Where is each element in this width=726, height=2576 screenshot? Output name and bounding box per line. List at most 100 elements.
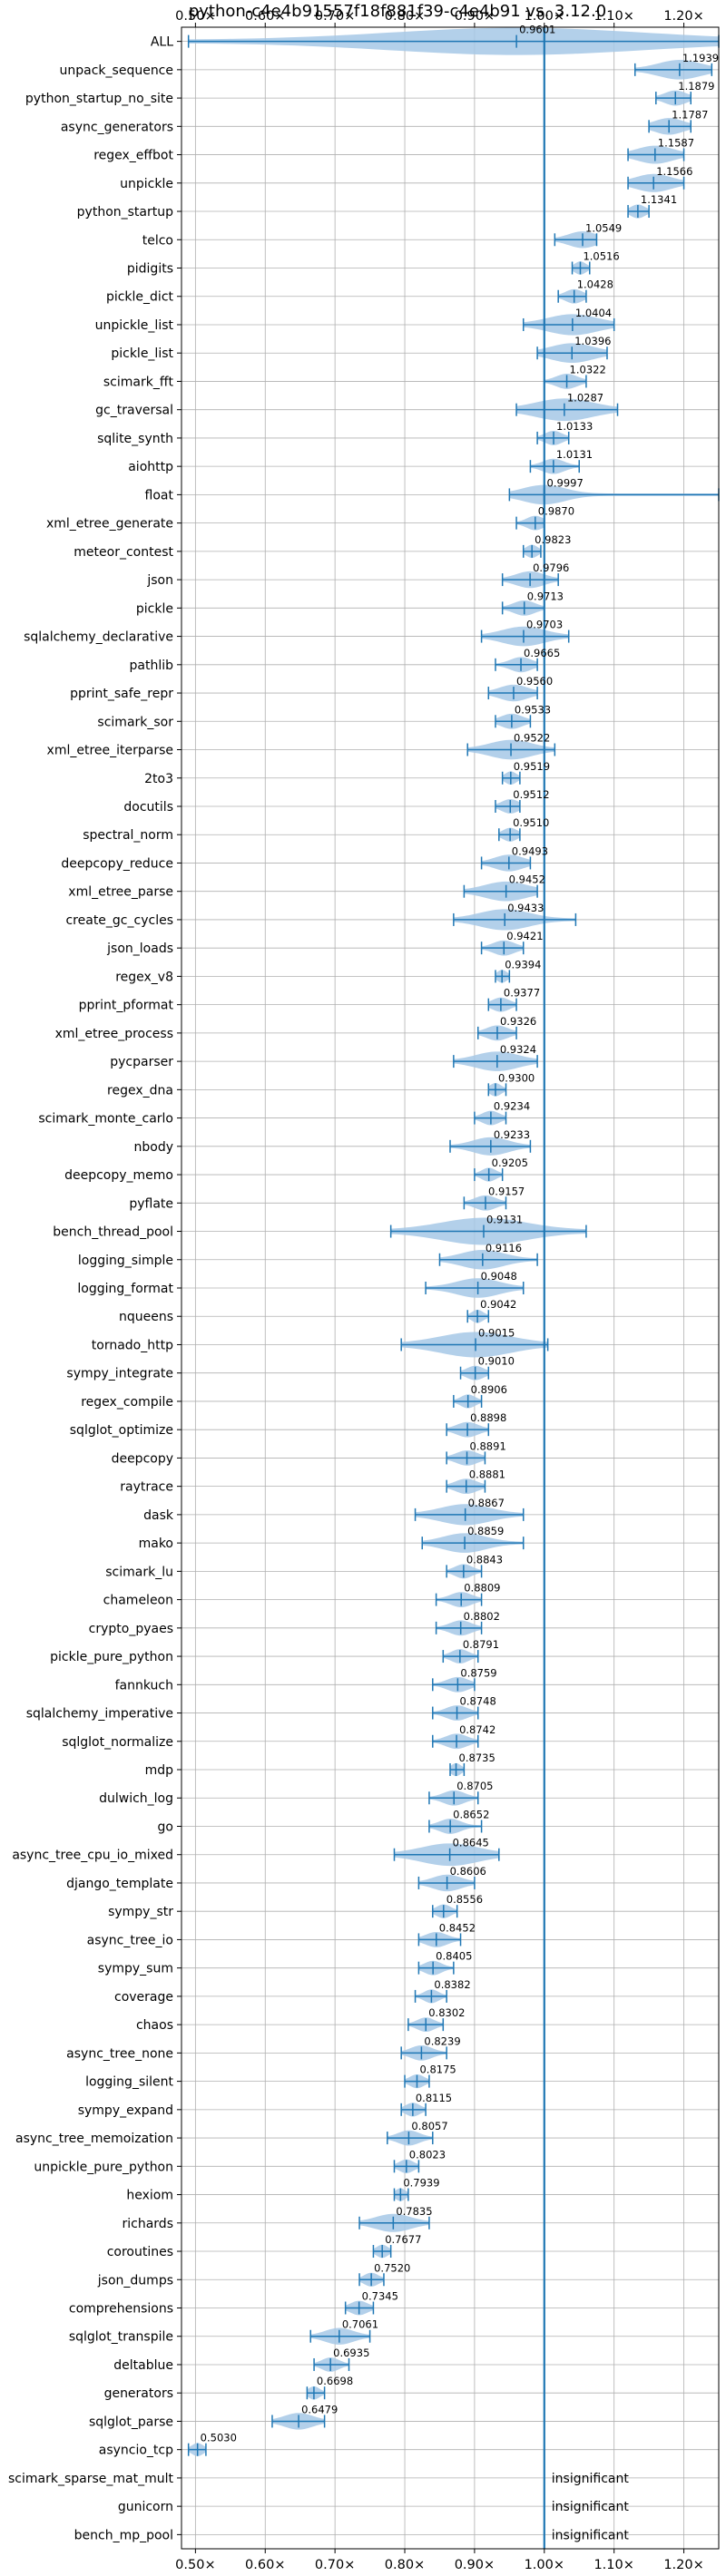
median-value-label: 1.1879 xyxy=(678,80,714,93)
benchmark-label: pickle_list xyxy=(111,346,173,361)
x-tick-label-bottom: 0.80× xyxy=(385,2558,425,2572)
x-tick-label-bottom: 1.20× xyxy=(663,2558,703,2572)
benchmark-label: bench_thread_pool xyxy=(53,1225,173,1240)
median-value-label: 0.6935 xyxy=(333,2347,369,2359)
benchmark-label: 2to3 xyxy=(144,772,173,786)
median-value-label: 0.8735 xyxy=(459,1751,495,1764)
benchmark-label: sympy_str xyxy=(108,1905,173,1919)
median-value-label: 0.6479 xyxy=(301,2403,338,2415)
median-value-label: 0.9796 xyxy=(533,561,569,574)
benchmark-label: deepcopy_memo xyxy=(64,1168,173,1183)
benchmark-label: nqueens xyxy=(119,1310,173,1324)
median-value-label: 0.6698 xyxy=(317,2375,353,2387)
median-value-label: 0.8843 xyxy=(466,1553,503,1566)
benchmark-label: async_tree_cpu_io_mixed xyxy=(12,1849,173,1863)
benchmark-label: float xyxy=(145,488,174,503)
benchmark-label: richards xyxy=(123,2217,174,2231)
benchmark-label: sqlalchemy_imperative xyxy=(26,1707,173,1722)
benchmark-label: unpickle_list xyxy=(95,318,174,333)
median-value-label: 0.9205 xyxy=(492,1156,528,1169)
median-value-label: 0.8652 xyxy=(453,1808,489,1820)
median-value-label: 0.9394 xyxy=(505,958,541,971)
median-value-label: 0.9421 xyxy=(506,930,543,942)
benchmark-label: sqlalchemy_declarative xyxy=(24,630,173,645)
benchmark-label: raytrace xyxy=(120,1480,173,1495)
benchmark-label: meteor_contest xyxy=(74,545,173,560)
median-value-label: 0.9234 xyxy=(494,1100,530,1113)
benchmark-label: scimark_sor xyxy=(97,715,173,729)
range-bars xyxy=(187,34,720,2456)
benchmark-label: gc_traversal xyxy=(95,404,173,418)
median-value-label: 0.8898 xyxy=(470,1411,506,1424)
median-value-label: 0.8802 xyxy=(464,1610,500,1623)
median-value-label: 0.9326 xyxy=(500,1015,536,1028)
benchmark-label: pathlib xyxy=(130,659,174,673)
benchmark-label: deepcopy xyxy=(112,1451,173,1466)
median-value-label: 0.7520 xyxy=(374,2261,410,2274)
benchmark-label: regex_v8 xyxy=(115,970,173,984)
median-value-label: 0.9433 xyxy=(507,902,544,914)
benchmark-label: scimark_lu xyxy=(105,1565,173,1579)
benchmark-label: scimark_sparse_mat_mult xyxy=(8,2472,173,2486)
x-tick-label-top: 0.90× xyxy=(455,9,495,24)
benchmark-label: sympy_expand xyxy=(78,2103,173,2118)
benchmark-label: sqlglot_transpile xyxy=(69,2330,173,2345)
benchmark-label: sqlite_synth xyxy=(97,432,173,446)
median-value-label: 0.9512 xyxy=(513,788,549,801)
plot-frame xyxy=(181,26,720,2550)
benchmark-label: go xyxy=(158,1820,173,1834)
median-value-label: 0.8809 xyxy=(464,1582,500,1595)
x-tick-label-bottom: 0.60× xyxy=(245,2558,285,2572)
benchmark-label: django_template xyxy=(66,1877,173,1891)
benchmark-label: unpickle_pure_python xyxy=(34,2160,173,2174)
benchmark-label: coroutines xyxy=(107,2245,173,2259)
median-value-label: 0.8906 xyxy=(471,1383,507,1396)
median-value-label: 0.8452 xyxy=(439,1921,476,1934)
benchmark-label: spectral_norm xyxy=(83,828,173,843)
median-value-label: 1.1341 xyxy=(641,193,677,206)
benchmark-label: python_startup_no_site xyxy=(25,92,173,106)
median-value-label: 0.7061 xyxy=(342,2318,378,2331)
benchmark-label: async_generators xyxy=(61,120,173,134)
median-value-label: 0.9665 xyxy=(524,647,560,659)
median-value-label: 0.9377 xyxy=(504,987,540,1000)
median-value-label: 0.9042 xyxy=(480,1298,516,1311)
median-value-label: 0.9519 xyxy=(514,760,550,773)
median-value-label: 0.9522 xyxy=(514,732,550,745)
benchmark-label: xml_etree_process xyxy=(55,1027,173,1041)
x-tick-label-top: 1.20× xyxy=(663,9,703,24)
benchmark-label: pickle xyxy=(136,601,173,616)
median-value-label: 1.0322 xyxy=(570,363,606,376)
benchmark-label: aiohttp xyxy=(128,460,173,474)
benchmark-label: pyflate xyxy=(129,1196,173,1211)
x-tick-label-top: 0.80× xyxy=(385,9,425,24)
median-value-label: 0.8239 xyxy=(424,2034,460,2047)
benchmark-label: bench_mp_pool xyxy=(74,2528,173,2542)
median-value-label: 0.9823 xyxy=(535,533,571,546)
median-value-label: 0.9010 xyxy=(478,1355,515,1368)
median-value-label: 0.8057 xyxy=(411,2120,447,2132)
median-value-label: 1.0516 xyxy=(583,250,619,263)
benchmark-label: pidigits xyxy=(127,262,173,277)
benchmark-label: logging_simple xyxy=(78,1254,173,1268)
median-value-label: 0.8881 xyxy=(469,1469,505,1481)
benchmark-label: hexiom xyxy=(126,2189,173,2203)
benchmark-label: ALL xyxy=(151,35,173,50)
benchmark-label: scimark_monte_carlo xyxy=(38,1112,173,1127)
benchmark-label: pprint_pformat xyxy=(79,999,174,1013)
benchmark-label: sympy_sum xyxy=(98,1962,173,1976)
median-value-label: 0.9713 xyxy=(527,590,564,602)
benchmark-label: dask xyxy=(143,1508,174,1523)
benchmark-label: pycparser xyxy=(110,1055,173,1069)
benchmark-label: regex_compile xyxy=(81,1395,173,1410)
axis-ticks: 0.50× 0.50× 0.60× 0.60× 0.70× 0.70× 0.80× 0.80×… xyxy=(175,9,704,2572)
x-tick-label-bottom: 0.50× xyxy=(175,2558,215,2572)
benchmark-label: fannkuch xyxy=(115,1678,173,1693)
benchmark-label: logging_silent xyxy=(85,2075,173,2090)
benchmark-label: pickle_pure_python xyxy=(50,1650,173,1664)
median-value-label: 1.1939 xyxy=(682,52,719,64)
x-tick-label-top: 1.10× xyxy=(594,9,633,24)
median-value-label: 0.9703 xyxy=(526,619,563,631)
median-value-label: 0.9560 xyxy=(516,675,553,688)
benchmark-label: generators xyxy=(104,2386,173,2401)
